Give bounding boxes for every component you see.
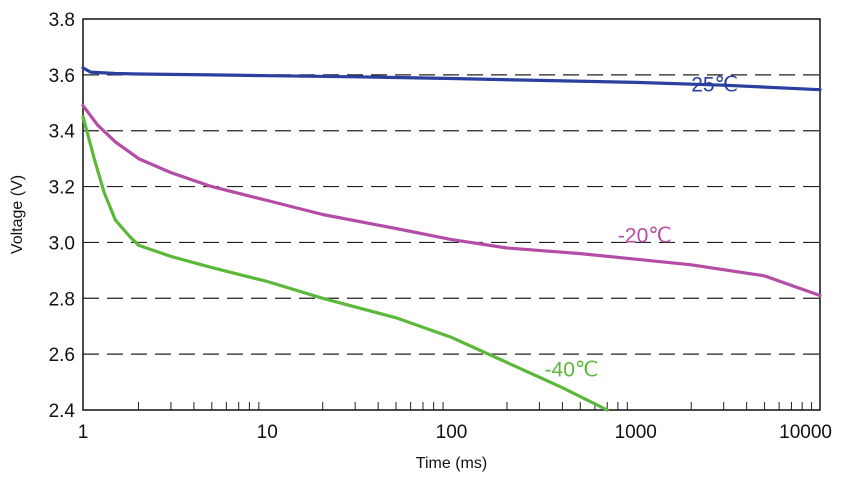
- x-tick-label: 10000: [779, 422, 832, 443]
- x-tick-labels: 1 10 100 1000 10000: [78, 422, 832, 443]
- series-label: -40℃: [545, 358, 599, 381]
- y-tick-label: 3.0: [49, 233, 75, 254]
- series-line-1: [81, 104, 822, 298]
- plot-frame: [82, 18, 821, 411]
- y-tick-label: 3.2: [49, 178, 75, 199]
- series-label: -20℃: [618, 224, 672, 247]
- x-tick-label: 1: [78, 422, 89, 443]
- x-tick-label: 1000: [615, 422, 657, 443]
- x-tick-label: 100: [436, 422, 468, 443]
- y-axis-title: Voltage (V): [9, 175, 26, 254]
- y-tick-labels: 2.4 2.6 2.8 3.0 3.2 3.4 3.6 3.8: [49, 10, 76, 422]
- series-lines: [81, 66, 822, 412]
- y-tick-label: 2.4: [49, 401, 76, 422]
- series-line-2: [81, 115, 609, 412]
- y-tick-label: 2.6: [49, 345, 75, 366]
- x-minor-ticks: [137, 402, 813, 410]
- y-tick-label: 3.4: [49, 122, 76, 143]
- x-tick-label: 10: [257, 422, 278, 443]
- y-tick-label: 3.8: [49, 10, 75, 31]
- y-tick-label: 2.8: [49, 289, 75, 310]
- series-labels: 25℃ -20℃ -40℃: [545, 74, 739, 382]
- x-axis-title: Time (ms): [416, 455, 487, 472]
- y-tick-label: 3.6: [49, 66, 75, 87]
- series-line-0: [81, 66, 822, 92]
- grid-lines: [83, 74, 820, 355]
- series-label: 25℃: [691, 74, 738, 97]
